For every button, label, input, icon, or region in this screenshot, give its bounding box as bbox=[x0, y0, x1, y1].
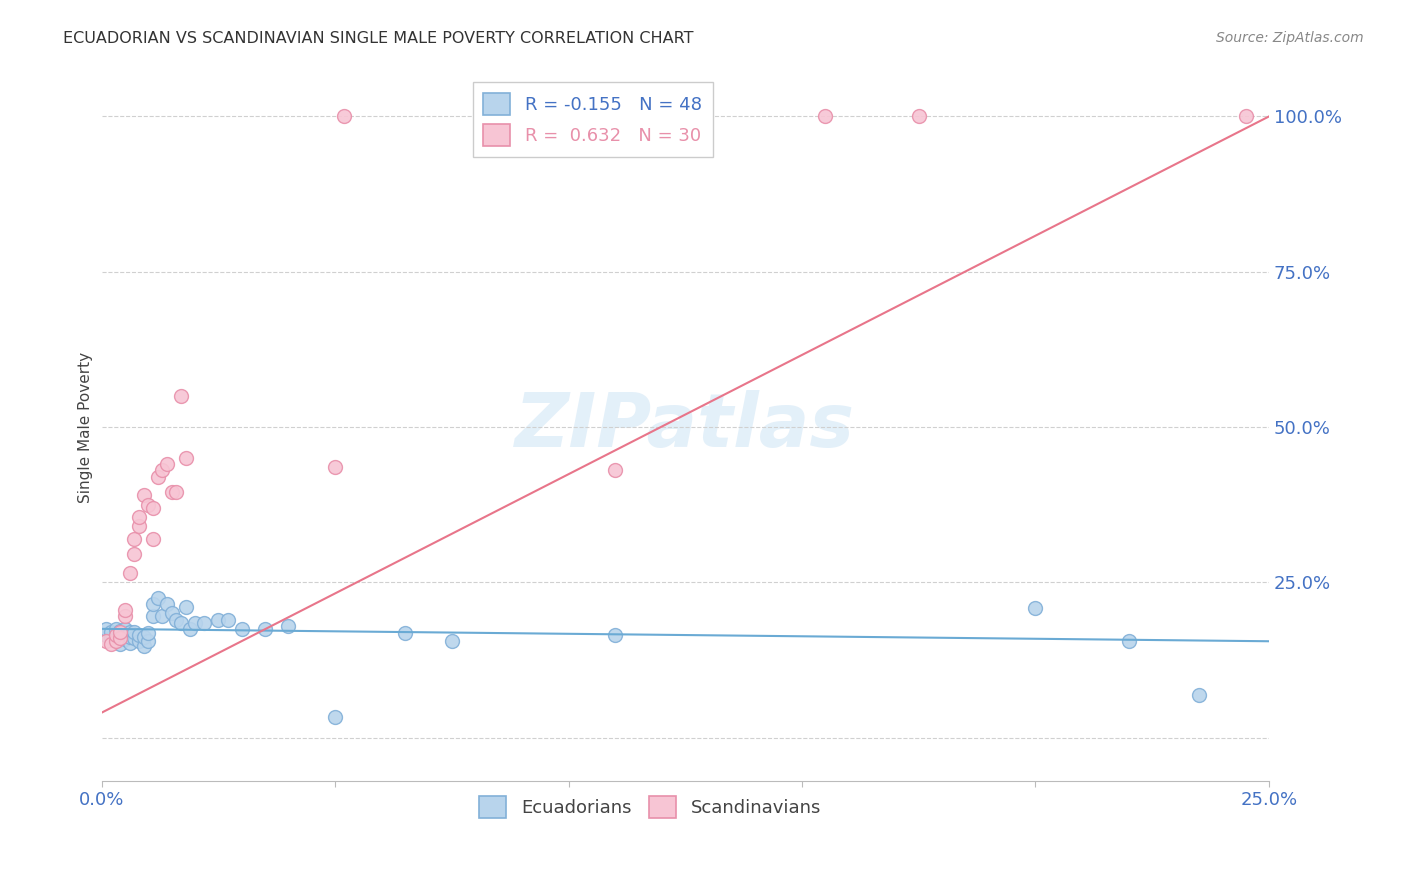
Point bbox=[96, 622, 118, 636]
Point bbox=[104, 634, 127, 648]
Point bbox=[142, 609, 165, 624]
Point bbox=[100, 624, 122, 639]
Point bbox=[128, 519, 150, 533]
Point bbox=[114, 632, 136, 647]
Point bbox=[104, 634, 127, 648]
Point bbox=[1118, 634, 1140, 648]
Point bbox=[142, 500, 165, 515]
Point bbox=[174, 600, 197, 615]
Point bbox=[253, 622, 276, 636]
Point bbox=[170, 615, 193, 630]
Point bbox=[124, 624, 146, 639]
Point bbox=[128, 628, 150, 642]
Text: Source: ZipAtlas.com: Source: ZipAtlas.com bbox=[1216, 31, 1364, 45]
Point bbox=[114, 622, 136, 636]
Point bbox=[231, 622, 253, 636]
Point bbox=[907, 110, 929, 124]
Point bbox=[118, 630, 141, 644]
Point bbox=[165, 485, 187, 500]
Point bbox=[142, 597, 165, 611]
Point bbox=[142, 532, 165, 546]
Point bbox=[184, 615, 207, 630]
Point bbox=[132, 630, 155, 644]
Point bbox=[160, 485, 183, 500]
Y-axis label: Single Male Poverty: Single Male Poverty bbox=[79, 351, 93, 502]
Legend: Ecuadorians, Scandinavians: Ecuadorians, Scandinavians bbox=[472, 789, 828, 825]
Point bbox=[150, 609, 173, 624]
Point bbox=[179, 622, 201, 636]
Point bbox=[323, 710, 346, 724]
Point bbox=[124, 547, 146, 561]
Point bbox=[150, 463, 173, 477]
Point bbox=[128, 634, 150, 648]
Point bbox=[136, 626, 159, 640]
Point bbox=[124, 631, 146, 645]
Text: ZIPatlas: ZIPatlas bbox=[515, 391, 855, 464]
Point bbox=[110, 624, 132, 639]
Point bbox=[207, 613, 229, 627]
Point bbox=[128, 510, 150, 524]
Point bbox=[1024, 601, 1046, 615]
Point bbox=[118, 624, 141, 639]
Point bbox=[136, 634, 159, 648]
Point bbox=[814, 110, 837, 124]
Point bbox=[193, 615, 215, 630]
Point bbox=[96, 634, 118, 648]
Point bbox=[110, 624, 132, 638]
Point bbox=[394, 626, 416, 640]
Point bbox=[110, 631, 132, 645]
Point bbox=[114, 603, 136, 617]
Point bbox=[165, 613, 187, 627]
Point bbox=[100, 637, 122, 651]
Point bbox=[104, 622, 127, 636]
Point bbox=[605, 463, 627, 477]
Point bbox=[132, 488, 155, 502]
Point bbox=[114, 626, 136, 640]
Text: ECUADORIAN VS SCANDINAVIAN SINGLE MALE POVERTY CORRELATION CHART: ECUADORIAN VS SCANDINAVIAN SINGLE MALE P… bbox=[63, 31, 693, 46]
Point bbox=[124, 532, 146, 546]
Point bbox=[146, 591, 169, 605]
Point bbox=[333, 110, 356, 124]
Point bbox=[104, 628, 127, 642]
Point bbox=[170, 389, 193, 403]
Point bbox=[110, 630, 132, 644]
Point bbox=[605, 628, 627, 642]
Point bbox=[174, 450, 197, 465]
Point bbox=[110, 637, 132, 651]
Point bbox=[440, 634, 463, 648]
Point bbox=[118, 566, 141, 580]
Point bbox=[156, 457, 179, 471]
Point bbox=[277, 618, 299, 632]
Point bbox=[104, 628, 127, 642]
Point bbox=[323, 460, 346, 475]
Point bbox=[136, 498, 159, 512]
Point bbox=[146, 469, 169, 483]
Point bbox=[118, 636, 141, 650]
Point bbox=[100, 631, 122, 645]
Point bbox=[1234, 110, 1257, 124]
Point bbox=[156, 597, 179, 611]
Point bbox=[217, 613, 239, 627]
Point bbox=[160, 607, 183, 621]
Point bbox=[1188, 688, 1211, 702]
Point bbox=[132, 639, 155, 653]
Point bbox=[114, 609, 136, 624]
Point bbox=[96, 628, 118, 642]
